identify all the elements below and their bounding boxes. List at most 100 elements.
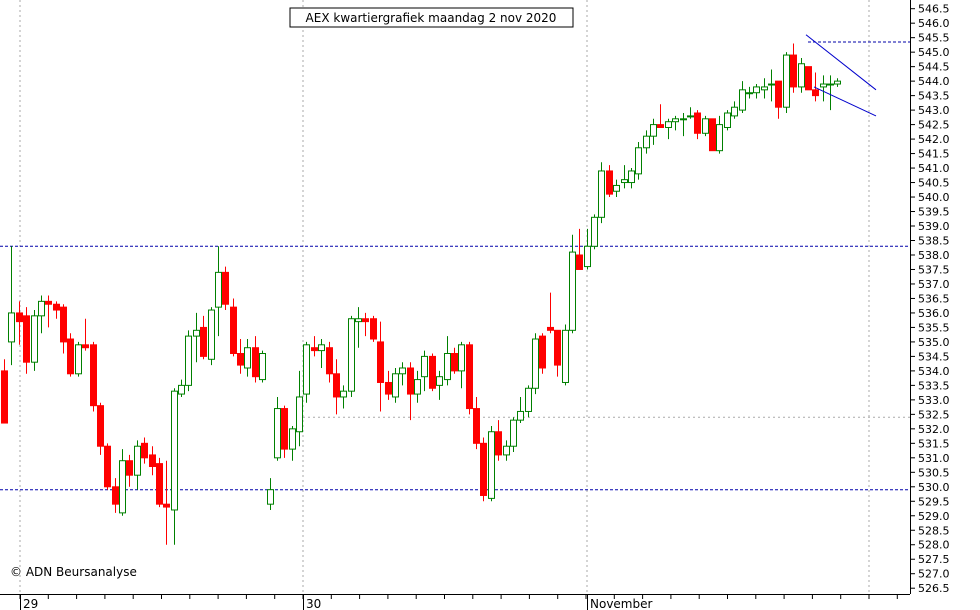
- candle-body: [200, 326, 207, 357]
- candle: [340, 385, 347, 409]
- candle-body: [377, 341, 384, 383]
- candle: [488, 425, 495, 502]
- candle: [503, 440, 510, 461]
- candle: [296, 370, 303, 447]
- candle-body: [60, 306, 67, 343]
- candle: [134, 440, 141, 490]
- candle: [421, 350, 428, 392]
- y-tick-label: 540.0: [918, 191, 950, 204]
- candle-body: [303, 344, 310, 395]
- candle: [694, 110, 701, 140]
- candle: [119, 449, 126, 516]
- y-tick-label: 533.5: [918, 379, 950, 392]
- candle-body: [473, 408, 480, 444]
- candle: [200, 315, 207, 360]
- candle: [252, 336, 259, 383]
- chart-title: AEX kwartiergrafiek maandag 2 nov 2020: [306, 11, 557, 25]
- candle: [724, 110, 731, 131]
- candle-body: [672, 118, 679, 123]
- credit-text: © ADN Beursanalyse: [10, 565, 137, 579]
- candle-body: [82, 344, 89, 349]
- candle: [466, 341, 473, 415]
- candle: [569, 234, 576, 334]
- candle: [657, 104, 664, 128]
- candle: [193, 312, 200, 363]
- candle-body: [53, 303, 60, 311]
- candle-body: [495, 431, 502, 456]
- x-tick-label: November: [590, 597, 652, 610]
- candle: [399, 362, 406, 386]
- candle-body: [702, 118, 709, 134]
- candle: [650, 118, 657, 145]
- candle: [672, 115, 679, 131]
- candle: [385, 370, 392, 400]
- candle-body: [517, 410, 524, 421]
- x-tick-label: 30: [306, 597, 321, 610]
- candle-body: [584, 245, 591, 268]
- y-tick-label: 542.5: [918, 119, 950, 132]
- candle-body: [163, 503, 170, 508]
- candle: [414, 370, 421, 403]
- y-tick-label: 535.0: [918, 336, 950, 349]
- candle-body: [569, 251, 576, 331]
- candle-body: [281, 408, 288, 450]
- candle-body: [318, 344, 325, 352]
- candle: [731, 101, 738, 119]
- candle-body: [311, 347, 318, 352]
- candle-body: [768, 83, 775, 86]
- chart-title-box: AEX kwartiergrafiek maandag 2 nov 2020: [289, 7, 574, 28]
- candle: [584, 228, 591, 270]
- candle-body: [834, 80, 841, 85]
- y-tick-label: 534.5: [918, 350, 950, 363]
- x-tick-label: 29: [23, 597, 38, 610]
- candle-body: [466, 344, 473, 410]
- candle: [333, 359, 340, 415]
- candle-body: [532, 338, 539, 389]
- candle-body: [458, 344, 465, 372]
- candle-body: [8, 312, 15, 343]
- candle-body: [31, 315, 38, 363]
- wedge-trendlines: [805, 34, 877, 117]
- candle: [377, 321, 384, 412]
- candle-body: [267, 489, 274, 505]
- candle-body: [237, 353, 244, 366]
- candle: [709, 118, 716, 152]
- candle: [665, 118, 672, 140]
- candle-body: [149, 454, 156, 468]
- candle-body: [739, 89, 746, 111]
- candle-body: [812, 89, 819, 97]
- candle-body: [790, 54, 797, 88]
- y-tick-label: 546.5: [918, 3, 950, 16]
- candle: [429, 353, 436, 392]
- candle: [606, 165, 613, 198]
- candle: [303, 341, 310, 403]
- candle: [1, 359, 8, 424]
- candle: [112, 478, 119, 513]
- candle-body: [746, 92, 753, 95]
- candle: [539, 333, 546, 374]
- candle-body: [657, 124, 664, 128]
- candle-body: [67, 338, 74, 375]
- y-tick-label: 530.5: [918, 466, 950, 479]
- candle: [451, 347, 458, 374]
- candle-body: [761, 86, 768, 91]
- candle-body: [820, 83, 827, 88]
- candle-body: [665, 121, 672, 128]
- y-tick-label: 530.0: [918, 481, 950, 494]
- candle-body: [635, 147, 642, 175]
- candle: [805, 66, 812, 91]
- y-tick-label: 529.0: [918, 510, 950, 523]
- candle-body: [444, 353, 451, 381]
- candle: [259, 350, 266, 383]
- candle: [753, 84, 760, 99]
- candle: [82, 318, 89, 351]
- candle: [480, 437, 487, 502]
- y-tick-label: 545.0: [918, 46, 950, 59]
- candle-body: [45, 300, 52, 305]
- candle: [761, 78, 768, 99]
- candle: [104, 443, 111, 490]
- candle-body: [252, 347, 259, 378]
- candle: [768, 69, 775, 102]
